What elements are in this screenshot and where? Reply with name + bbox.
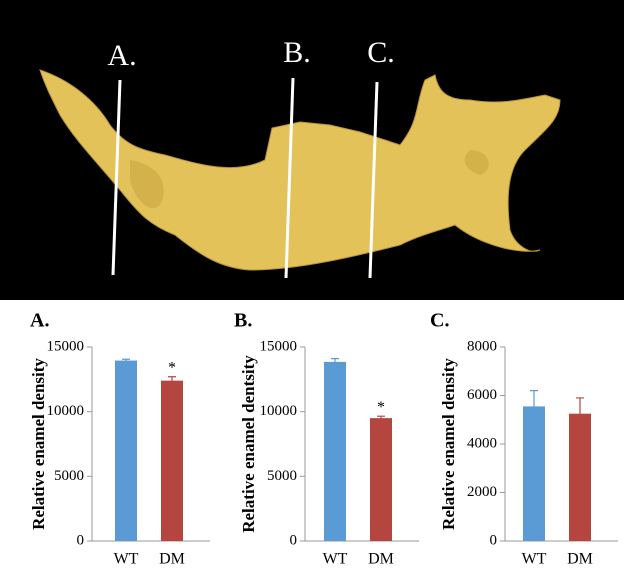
error-bar [377, 415, 385, 421]
y-tick-label: 2000 [467, 484, 497, 500]
y-axis-title: Relative enamel density [29, 358, 48, 530]
error-bar [168, 376, 176, 386]
section-line [284, 77, 295, 279]
y-tick-label: 6000 [467, 387, 497, 403]
section-label: B. [283, 36, 311, 69]
significance-marker: * [377, 399, 385, 416]
y-tick-label: 10000 [47, 403, 85, 419]
bar [324, 361, 346, 541]
y-tick-label: 10000 [260, 403, 298, 419]
panel-label: A. [30, 310, 49, 332]
x-tick-label: DM [159, 551, 185, 568]
x-tick-label: WT [114, 551, 139, 568]
y-axis-title: Relative enamel density [439, 358, 458, 530]
section-label: C. [367, 36, 395, 69]
y-tick-label: 15000 [47, 338, 85, 354]
panel-label: B. [234, 310, 252, 332]
bar [523, 406, 545, 541]
x-tick-label: WT [522, 551, 547, 568]
x-tick-label: WT [323, 551, 348, 568]
y-tick-label: 4000 [467, 435, 497, 451]
jaw-image [39, 69, 561, 271]
section-label: A. [107, 39, 136, 72]
section-line [111, 79, 122, 276]
bar [115, 360, 137, 541]
y-tick-label: 15000 [260, 338, 298, 354]
bar [161, 380, 183, 541]
y-tick-label: 0 [290, 532, 298, 548]
error-bar [122, 358, 130, 363]
bar [569, 413, 591, 541]
x-tick-label: DM [567, 551, 593, 568]
error-bar [331, 358, 339, 366]
bar [370, 418, 392, 541]
section-line [368, 81, 379, 279]
x-tick-label: DM [368, 551, 394, 568]
y-tick-label: 5000 [267, 468, 297, 484]
y-tick-label: 0 [77, 532, 85, 548]
error-bar [576, 397, 584, 431]
y-tick-label: 0 [490, 532, 498, 548]
error-bar [530, 390, 538, 423]
significance-marker: * [168, 359, 176, 376]
panel-label: C. [430, 310, 449, 332]
y-tick-label: 5000 [54, 468, 84, 484]
y-tick-label: 8000 [467, 338, 497, 354]
y-axis-title: Relative enamel dentsity [239, 355, 258, 533]
